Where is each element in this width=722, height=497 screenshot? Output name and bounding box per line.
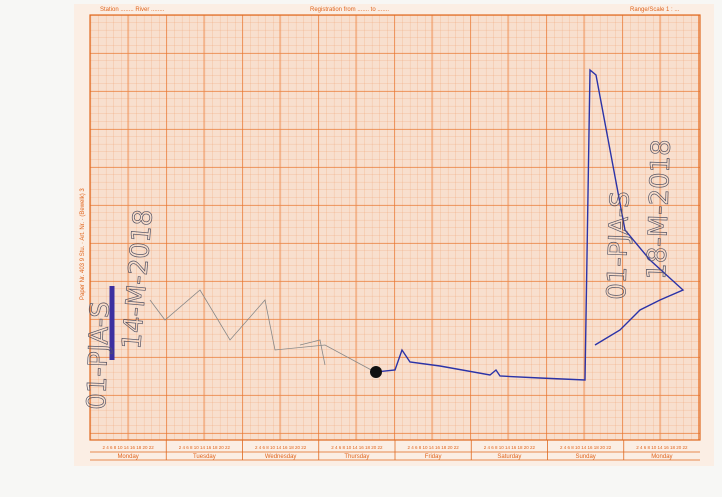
side-label: Paper Nr. 403 9 Stu. · Art. Nr. · (Bewel… xyxy=(80,188,86,300)
handwritten-note: 01-PJA-S xyxy=(602,191,636,300)
header-registration: Registration from ....... to ....... xyxy=(310,7,389,13)
hour-scale: 2 4 6 8 10 14 16 18 20 22 xyxy=(636,445,688,450)
hour-scale: 2 4 6 8 10 14 16 18 20 22 xyxy=(484,445,536,450)
day-label: Thursday xyxy=(344,454,369,460)
hour-scale: 2 4 6 8 10 14 16 18 20 22 xyxy=(407,445,459,450)
day-label: Monday xyxy=(651,454,672,460)
hour-scale: 2 4 6 8 10 14 16 18 20 22 xyxy=(331,445,383,450)
handwritten-note: 18-M-2018 xyxy=(642,139,677,280)
day-label: Friday xyxy=(425,454,442,460)
day-label: Saturday xyxy=(497,454,521,460)
hour-scale: 2 4 6 8 10 14 16 18 20 22 xyxy=(255,445,307,450)
hour-scale: 2 4 6 8 10 14 16 18 20 22 xyxy=(179,445,231,450)
header-range: Range/Scale 1 : ... xyxy=(630,7,680,13)
recorder-chart-scan: Station ........ River ........ Registra… xyxy=(0,0,722,497)
day-label: Sunday xyxy=(575,454,595,460)
pen-blot xyxy=(370,366,382,378)
header-station: Station ........ River ........ xyxy=(100,7,165,13)
day-label: Wednesday xyxy=(265,454,297,460)
day-label: Monday xyxy=(117,454,138,460)
handwritten-note: 01-PJA-S xyxy=(82,301,116,410)
hour-scale: 2 4 6 8 10 14 16 18 20 22 xyxy=(560,445,612,450)
day-label: Tuesday xyxy=(193,454,216,460)
hour-scale: 2 4 6 8 10 14 16 18 20 22 xyxy=(102,445,154,450)
